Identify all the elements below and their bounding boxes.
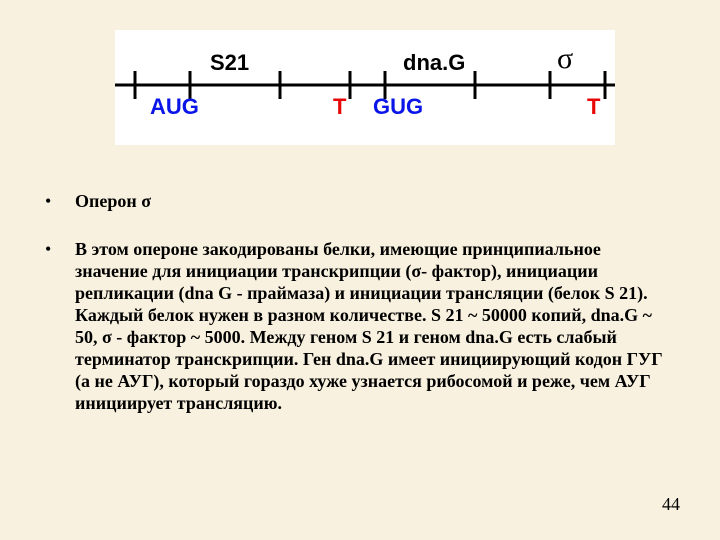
codon-label-aug: AUG — [150, 94, 199, 120]
diagram-canvas: S21 dna.G σ AUG GUG T T — [115, 30, 615, 145]
bullet-text-2: В этом опероне закодированы белки, имеющ… — [75, 238, 670, 414]
slide-page: S21 dna.G σ AUG GUG T T • Оперон σ • В э… — [0, 0, 720, 540]
terminator-label-2: T — [587, 94, 600, 120]
bullet-item: • В этом опероне закодированы белки, име… — [45, 238, 670, 414]
bullet-text-1: Оперон σ — [75, 190, 151, 212]
terminator-label-1: T — [333, 94, 346, 120]
content-area: • Оперон σ • В этом опероне закодированы… — [45, 190, 670, 440]
operon-diagram: S21 dna.G σ AUG GUG T T — [115, 30, 615, 145]
bullet-item: • Оперон σ — [45, 190, 670, 212]
codon-label-gug: GUG — [373, 94, 423, 120]
diagram-svg — [115, 30, 615, 145]
page-number: 44 — [662, 494, 680, 515]
bullet-marker: • — [45, 238, 75, 260]
bullet-marker: • — [45, 190, 75, 212]
sigma-label: σ — [557, 42, 573, 76]
gene-label-s21: S21 — [210, 50, 249, 76]
gene-label-dnag: dna.G — [403, 50, 465, 76]
